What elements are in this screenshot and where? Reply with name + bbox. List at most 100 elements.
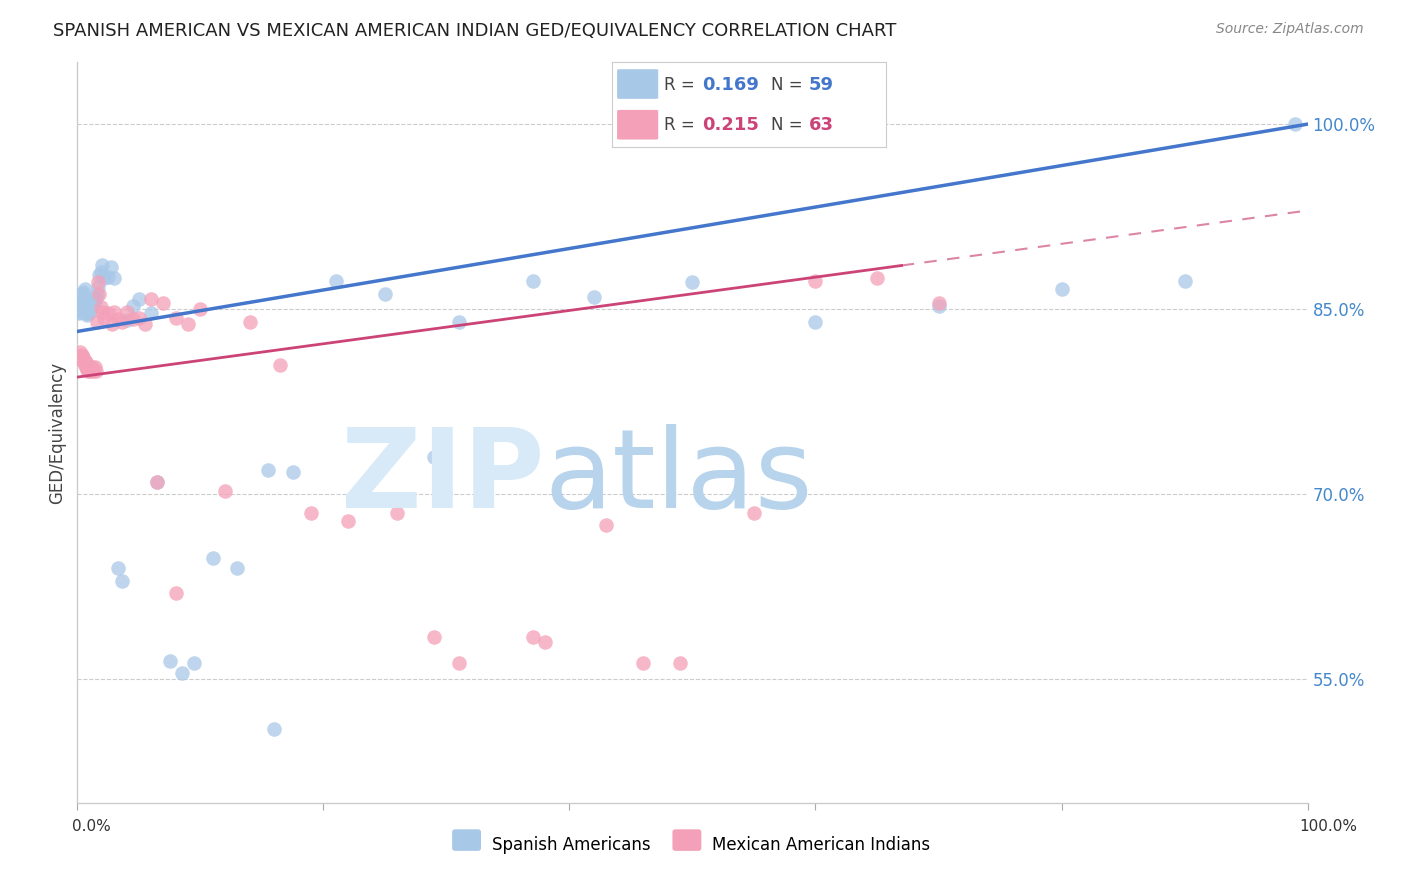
Point bbox=[76, 294, 98, 309]
Point bbox=[583, 290, 606, 304]
Point bbox=[141, 293, 163, 307]
Point bbox=[107, 312, 129, 326]
Point bbox=[79, 364, 101, 378]
Point bbox=[90, 304, 114, 318]
Point bbox=[128, 310, 150, 325]
Text: 63: 63 bbox=[808, 116, 834, 134]
Point bbox=[83, 360, 105, 375]
Point bbox=[87, 275, 110, 289]
Point bbox=[84, 364, 107, 378]
Point bbox=[70, 303, 93, 318]
Text: ZIP: ZIP bbox=[342, 424, 546, 531]
Point bbox=[269, 358, 291, 372]
Point bbox=[87, 280, 110, 294]
Point bbox=[111, 574, 132, 588]
Text: 59: 59 bbox=[808, 76, 834, 94]
Point bbox=[1174, 274, 1197, 288]
Point bbox=[128, 293, 150, 307]
Point bbox=[152, 296, 174, 310]
Point bbox=[257, 463, 280, 477]
Point bbox=[86, 287, 108, 301]
Point bbox=[70, 287, 93, 301]
Text: 100.0%: 100.0% bbox=[1299, 820, 1358, 834]
Text: Source: ZipAtlas.com: Source: ZipAtlas.com bbox=[1216, 22, 1364, 37]
Point bbox=[866, 271, 889, 285]
Point bbox=[263, 722, 285, 736]
Point bbox=[928, 296, 950, 310]
Point bbox=[70, 351, 93, 366]
Point bbox=[214, 483, 236, 498]
Point bbox=[75, 355, 97, 369]
Point bbox=[90, 265, 112, 279]
Point bbox=[69, 349, 91, 363]
Point bbox=[107, 561, 129, 575]
Point bbox=[69, 345, 91, 359]
Point bbox=[86, 315, 108, 329]
Point bbox=[70, 297, 93, 311]
Point bbox=[79, 296, 101, 310]
Point bbox=[84, 291, 107, 305]
Text: atlas: atlas bbox=[546, 424, 813, 531]
Text: R =: R = bbox=[664, 76, 700, 94]
Point bbox=[79, 304, 101, 318]
Point bbox=[82, 360, 104, 375]
Point bbox=[77, 306, 100, 320]
Point bbox=[75, 360, 97, 375]
Text: N =: N = bbox=[770, 76, 807, 94]
Point bbox=[72, 351, 94, 365]
Point bbox=[281, 465, 304, 479]
Point bbox=[534, 635, 557, 649]
Point bbox=[79, 360, 101, 375]
Point bbox=[77, 296, 100, 310]
Point bbox=[201, 551, 224, 566]
Point bbox=[633, 657, 655, 671]
Point bbox=[70, 352, 93, 367]
Point bbox=[101, 317, 124, 331]
Point bbox=[75, 306, 97, 320]
Y-axis label: GED/Equivalency: GED/Equivalency bbox=[48, 361, 66, 504]
Point bbox=[447, 315, 470, 329]
Point bbox=[97, 270, 120, 285]
Point bbox=[103, 271, 125, 285]
Point bbox=[159, 654, 181, 668]
Point bbox=[165, 586, 187, 600]
Point bbox=[928, 299, 950, 313]
Point bbox=[69, 304, 91, 318]
Point bbox=[239, 315, 262, 329]
Point bbox=[325, 274, 347, 288]
Point bbox=[89, 287, 111, 301]
Point bbox=[93, 310, 115, 325]
Point bbox=[385, 506, 409, 520]
Point bbox=[83, 293, 105, 308]
Point bbox=[111, 315, 132, 329]
Point bbox=[121, 312, 143, 326]
Point bbox=[146, 475, 169, 489]
Point bbox=[115, 313, 138, 327]
Point bbox=[100, 260, 122, 275]
Point bbox=[76, 309, 98, 323]
Point bbox=[72, 301, 94, 315]
Point bbox=[67, 306, 90, 320]
Text: 0.0%: 0.0% bbox=[72, 820, 111, 834]
Point bbox=[1050, 283, 1073, 297]
Point bbox=[97, 306, 120, 320]
FancyBboxPatch shape bbox=[617, 110, 658, 139]
Point bbox=[67, 351, 90, 365]
Point bbox=[77, 364, 100, 378]
Point bbox=[76, 358, 98, 372]
Text: SPANISH AMERICAN VS MEXICAN AMERICAN INDIAN GED/EQUIVALENCY CORRELATION CHART: SPANISH AMERICAN VS MEXICAN AMERICAN IND… bbox=[53, 22, 897, 40]
Point bbox=[90, 300, 112, 314]
Point bbox=[82, 364, 104, 378]
Point bbox=[82, 296, 104, 310]
Point bbox=[77, 360, 100, 375]
Point bbox=[146, 475, 169, 489]
Point bbox=[682, 275, 704, 289]
Point bbox=[70, 293, 93, 308]
FancyBboxPatch shape bbox=[617, 70, 658, 99]
Point bbox=[183, 657, 205, 671]
Point bbox=[89, 268, 111, 282]
Point bbox=[177, 317, 200, 331]
Point bbox=[522, 631, 544, 645]
Point bbox=[141, 306, 163, 320]
Point bbox=[70, 348, 93, 362]
